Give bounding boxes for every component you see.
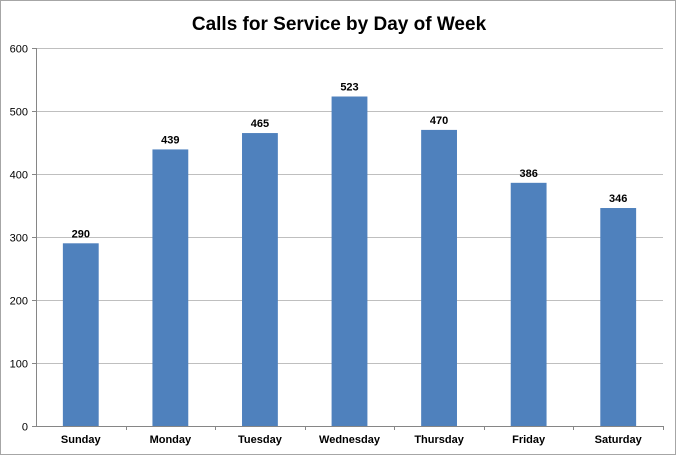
x-tick-label-tuesday: Tuesday — [238, 434, 283, 446]
x-tick-label-thursday: Thursday — [414, 434, 464, 446]
x-tick-label-friday: Friday — [512, 434, 546, 446]
bar-wednesday — [331, 96, 368, 426]
x-tick-label-sunday: Sunday — [61, 434, 102, 446]
data-label-thursday: 470 — [430, 115, 448, 127]
x-tick-label-saturday: Saturday — [595, 434, 643, 446]
data-label-saturday: 346 — [609, 193, 627, 205]
data-label-friday: 386 — [519, 168, 537, 180]
axes — [32, 48, 664, 430]
bars — [62, 96, 637, 427]
data-label-tuesday: 465 — [251, 118, 269, 130]
data-label-wednesday: 523 — [340, 82, 358, 94]
bar-monday — [152, 149, 189, 426]
data-labels: 290 439 465 523 470 386 346 — [72, 82, 628, 241]
y-tick-label: 0 — [22, 422, 28, 434]
y-tick-label: 100 — [10, 359, 28, 371]
x-tick-label-monday: Monday — [150, 434, 192, 446]
x-tick-label-wednesday: Wednesday — [319, 434, 381, 446]
bar-tuesday — [242, 133, 278, 427]
bar-saturday — [600, 208, 637, 426]
y-tick-label: 400 — [10, 170, 28, 182]
y-tick-label: 200 — [10, 296, 28, 308]
tick-labels: 0 100 200 300 400 500 600 Sunday Monday Tuesday We… — [10, 44, 643, 447]
bar-sunday — [62, 243, 99, 426]
y-tick-label: 300 — [10, 233, 28, 245]
chart-title: Calls for Service by Day of Week — [192, 14, 487, 35]
data-label-monday: 439 — [161, 134, 179, 146]
bar-friday — [510, 182, 547, 426]
bar-thursday — [421, 129, 457, 426]
data-label-sunday: 290 — [72, 228, 90, 240]
y-tick-label: 600 — [10, 44, 28, 56]
y-tick-label: 500 — [10, 107, 28, 119]
